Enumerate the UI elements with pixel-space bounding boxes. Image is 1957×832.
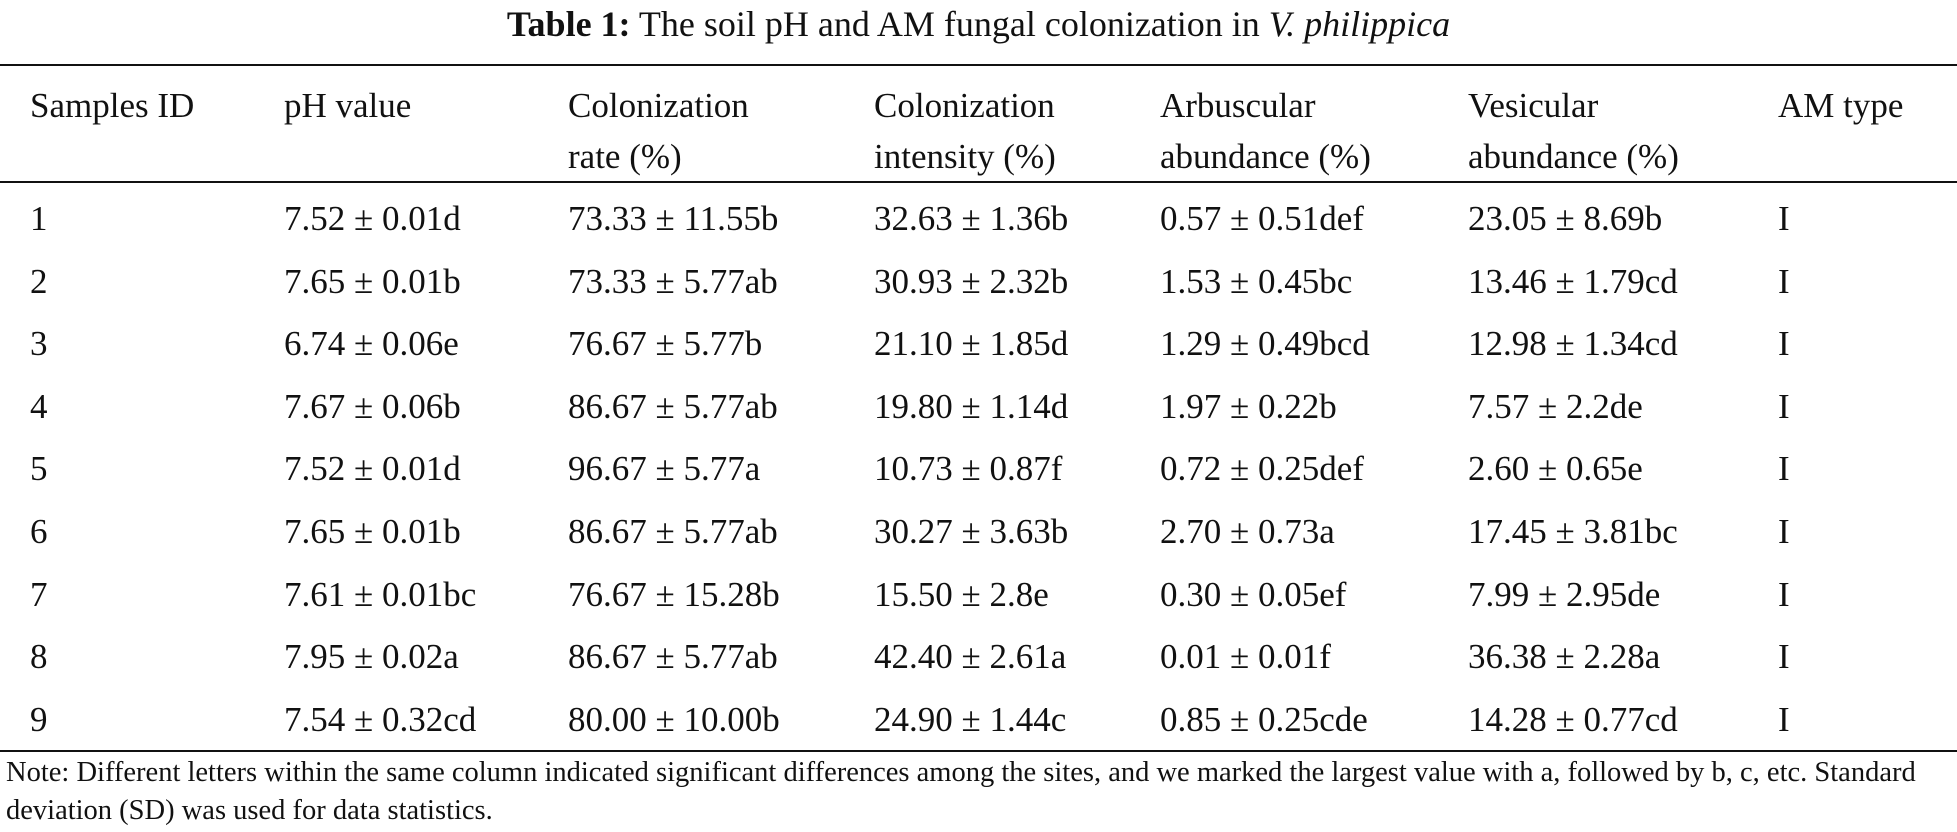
caption-species: V. philippica	[1268, 4, 1451, 44]
table-row: 8 7.95 ± 0.02a 86.67 ± 5.77ab 42.40 ± 2.…	[0, 626, 1957, 689]
table-row: 5 7.52 ± 0.01d 96.67 ± 5.77a 10.73 ± 0.8…	[0, 438, 1957, 501]
table-cell: 36.38 ± 2.28a	[1468, 637, 1661, 677]
table-cell: 10.73 ± 0.87f	[874, 449, 1063, 489]
table-cell: 2	[30, 261, 48, 301]
table-cell: 7.65 ± 0.01b	[284, 261, 461, 301]
table-cell: 76.67 ± 5.77b	[568, 324, 763, 364]
table-cell: 13.46 ± 1.79cd	[1468, 261, 1678, 301]
table-cell: 17.45 ± 3.81bc	[1468, 511, 1678, 551]
table-cell: 2.60 ± 0.65e	[1468, 449, 1643, 489]
table-cell: 30.27 ± 3.63b	[874, 511, 1069, 551]
table-cell: 7	[30, 574, 48, 614]
table-cell: 7.67 ± 0.06b	[284, 386, 461, 426]
table-cell: 0.57 ± 0.51def	[1160, 199, 1364, 238]
table-cell: 15.50 ± 2.8e	[874, 574, 1049, 614]
table-cell: 32.63 ± 1.36b	[874, 199, 1069, 238]
table-cell: 19.80 ± 1.14d	[874, 386, 1069, 426]
table-cell: 1.53 ± 0.45bc	[1160, 261, 1353, 301]
table-cell: 6	[30, 511, 48, 551]
table-bottom-rule	[0, 750, 1957, 752]
table-cell: 4	[30, 386, 48, 426]
table-cell: 5	[30, 449, 48, 489]
table-body: 1 7.52 ± 0.01d 73.33 ± 11.55b 32.63 ± 1.…	[0, 188, 1957, 751]
table-header: Samples ID pH value Colonization rate (%…	[0, 80, 1957, 180]
table-cell: 73.33 ± 5.77ab	[568, 261, 778, 301]
header-samples-id: Samples ID	[30, 86, 195, 125]
table-cell: 86.67 ± 5.77ab	[568, 386, 778, 426]
table-header-rule	[0, 181, 1957, 183]
table-cell: 7.57 ± 2.2de	[1468, 386, 1643, 426]
header-am-type: AM type	[1778, 86, 1904, 125]
table-cell: I	[1778, 199, 1790, 238]
header-colonization-rate: Colonization rate (%)	[568, 86, 749, 176]
table-row: 3 6.74 ± 0.06e 76.67 ± 5.77b 21.10 ± 1.8…	[0, 313, 1957, 376]
table-cell: 96.67 ± 5.77a	[568, 449, 761, 489]
table-row: 1 7.52 ± 0.01d 73.33 ± 11.55b 32.63 ± 1.…	[0, 188, 1957, 251]
table-cell: 0.72 ± 0.25def	[1160, 449, 1364, 489]
table-cell: 7.65 ± 0.01b	[284, 511, 461, 551]
table-cell: 86.67 ± 5.77ab	[568, 511, 778, 551]
header-colonization-intensity: Colonization intensity (%)	[874, 86, 1056, 176]
table-cell: 21.10 ± 1.85d	[874, 324, 1069, 364]
table-cell: 7.52 ± 0.01d	[284, 199, 461, 238]
table-row: 2 7.65 ± 0.01b 73.33 ± 5.77ab 30.93 ± 2.…	[0, 251, 1957, 314]
table-cell: 76.67 ± 15.28b	[568, 574, 780, 614]
table-cell: I	[1778, 386, 1790, 426]
table-row: 7 7.61 ± 0.01bc 76.67 ± 15.28b 15.50 ± 2…	[0, 564, 1957, 627]
table-cell: 7.52 ± 0.01d	[284, 449, 461, 489]
table-cell: 7.95 ± 0.02a	[284, 637, 459, 677]
table-cell: 86.67 ± 5.77ab	[568, 637, 778, 677]
table-row: 6 7.65 ± 0.01b 86.67 ± 5.77ab 30.27 ± 3.…	[0, 501, 1957, 564]
table-cell: 7.54 ± 0.32cd	[284, 699, 477, 739]
table-cell: I	[1778, 449, 1790, 489]
table-cell: 73.33 ± 11.55b	[568, 199, 779, 238]
table-cell: 1.97 ± 0.22b	[1160, 386, 1337, 426]
table-cell: 12.98 ± 1.34cd	[1468, 324, 1678, 364]
table-caption: Table 1: The soil pH and AM fungal colon…	[0, 2, 1957, 46]
table-cell: 1	[30, 199, 48, 238]
table-cell: I	[1778, 637, 1790, 677]
header-arbuscular-abundance: Arbuscular abundance (%)	[1160, 86, 1371, 176]
table-label: Table 1:	[506, 4, 631, 44]
table-cell: I	[1778, 261, 1790, 301]
table-top-rule	[0, 64, 1957, 66]
header-vesicular-abundance: Vesicular abundance (%)	[1468, 86, 1679, 176]
table-cell: 24.90 ± 1.44c	[874, 699, 1067, 739]
table-cell: 14.28 ± 0.77cd	[1468, 699, 1678, 739]
table-cell: 0.01 ± 0.01f	[1160, 637, 1331, 677]
table-cell: 42.40 ± 2.61a	[874, 637, 1067, 677]
table-cell: I	[1778, 574, 1790, 614]
table-cell: I	[1778, 324, 1790, 364]
table-cell: I	[1778, 511, 1790, 551]
table-cell: 23.05 ± 8.69b	[1468, 199, 1663, 238]
table-note: Note: Different letters within the same …	[6, 757, 1916, 826]
table-cell: 8	[30, 637, 48, 677]
table-cell: 80.00 ± 10.00b	[568, 699, 780, 739]
table-cell: 30.93 ± 2.32b	[874, 261, 1069, 301]
table-cell: 3	[30, 324, 48, 364]
table-cell: 9	[30, 699, 48, 739]
table-cell: 6.74 ± 0.06e	[284, 324, 459, 364]
table-cell: 2.70 ± 0.73a	[1160, 511, 1335, 551]
table-cell: 7.61 ± 0.01bc	[284, 574, 477, 614]
table-cell: I	[1778, 699, 1790, 739]
table-row: 4 7.67 ± 0.06b 86.67 ± 5.77ab 19.80 ± 1.…	[0, 376, 1957, 439]
table-row: 9 7.54 ± 0.32cd 80.00 ± 10.00b 24.90 ± 1…	[0, 689, 1957, 752]
caption-text: The soil pH and AM fungal colonization i…	[630, 4, 1269, 44]
table-cell: 7.99 ± 2.95de	[1468, 574, 1661, 614]
table-cell: 0.30 ± 0.05ef	[1160, 574, 1347, 614]
table-cell: 0.85 ± 0.25cde	[1160, 699, 1368, 739]
table-cell: 1.29 ± 0.49bcd	[1160, 324, 1370, 364]
header-ph-value: pH value	[284, 86, 412, 125]
